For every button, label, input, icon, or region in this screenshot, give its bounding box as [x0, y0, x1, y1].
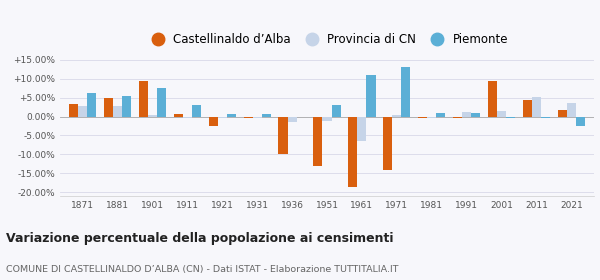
- Bar: [506, 116, 515, 118]
- Bar: [287, 116, 296, 122]
- Bar: [453, 116, 462, 118]
- Bar: [436, 113, 445, 116]
- Bar: [244, 116, 253, 118]
- Bar: [183, 116, 192, 118]
- Bar: [122, 97, 131, 116]
- Bar: [567, 103, 576, 116]
- Text: Variazione percentuale della popolazione ai censimenti: Variazione percentuale della popolazione…: [6, 232, 394, 245]
- Bar: [462, 112, 471, 116]
- Bar: [148, 115, 157, 116]
- Bar: [332, 105, 341, 116]
- Bar: [401, 67, 410, 116]
- Bar: [174, 113, 183, 116]
- Bar: [227, 113, 236, 116]
- Bar: [471, 113, 480, 116]
- Bar: [87, 93, 96, 116]
- Bar: [139, 81, 148, 116]
- Bar: [209, 116, 218, 126]
- Bar: [418, 116, 427, 118]
- Bar: [523, 100, 532, 116]
- Bar: [532, 97, 541, 116]
- Bar: [113, 106, 122, 116]
- Bar: [348, 116, 358, 186]
- Bar: [313, 116, 322, 166]
- Bar: [104, 98, 113, 116]
- Bar: [367, 75, 376, 116]
- Bar: [488, 81, 497, 116]
- Bar: [69, 104, 78, 116]
- Bar: [383, 116, 392, 170]
- Bar: [497, 111, 506, 116]
- Bar: [218, 116, 227, 118]
- Bar: [192, 105, 201, 116]
- Bar: [157, 88, 166, 116]
- Bar: [558, 110, 567, 116]
- Bar: [541, 116, 550, 118]
- Bar: [358, 116, 367, 141]
- Bar: [253, 116, 262, 118]
- Bar: [262, 114, 271, 116]
- Bar: [78, 106, 87, 116]
- Bar: [296, 116, 306, 117]
- Bar: [278, 116, 287, 154]
- Bar: [427, 116, 436, 118]
- Bar: [576, 116, 585, 126]
- Bar: [392, 115, 401, 116]
- Legend: Castellinaldo d’Alba, Provincia di CN, Piemonte: Castellinaldo d’Alba, Provincia di CN, P…: [143, 31, 511, 49]
- Text: COMUNE DI CASTELLINALDO D’ALBA (CN) - Dati ISTAT - Elaborazione TUTTITALIA.IT: COMUNE DI CASTELLINALDO D’ALBA (CN) - Da…: [6, 265, 398, 274]
- Bar: [322, 116, 332, 121]
